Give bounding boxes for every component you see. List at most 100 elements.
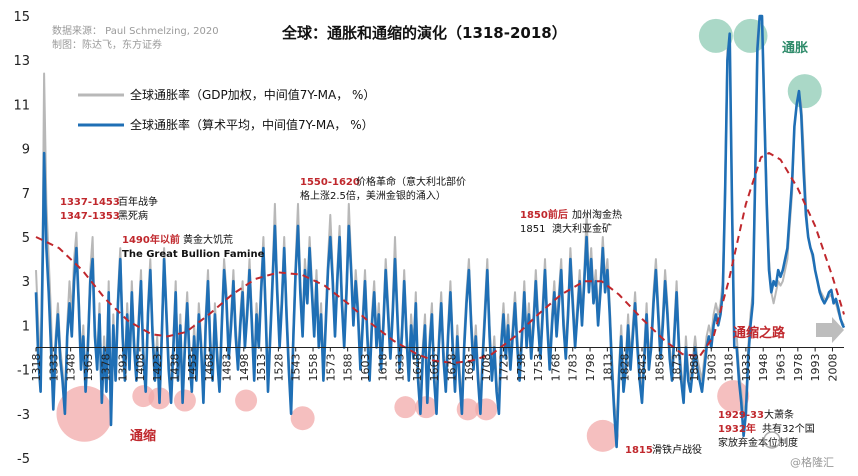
y-tick-label: -1 — [17, 364, 30, 379]
annotation-year: 1347-1353 — [60, 211, 120, 222]
x-tick-label: 1348 — [65, 354, 78, 382]
x-tick-label: 1453 — [186, 354, 199, 382]
y-tick-label: -5 — [17, 452, 30, 467]
x-tick-label: 1678 — [446, 354, 459, 382]
annotation-text: 百年战争 — [118, 195, 158, 208]
inflation-tag: 通胀 — [782, 40, 808, 56]
x-tick-label: 1378 — [99, 354, 112, 382]
y-tick-label: 5 — [22, 231, 30, 246]
x-tick-label: 1813 — [601, 354, 614, 382]
x-tick-label: 1513 — [255, 354, 268, 382]
x-tick-label: 1768 — [549, 354, 562, 382]
x-tick-label: 1963 — [775, 354, 788, 382]
x-tick-label: 2008 — [826, 354, 839, 382]
annotation-text: 加州淘金热 — [572, 208, 622, 221]
legend-label-gdp: 全球通胀率（GDP加权，中间值7Y-MA， %） — [130, 87, 375, 102]
x-tick-label: 1828 — [619, 354, 632, 382]
annotation-year: 1815 — [625, 445, 653, 456]
deflation-highlight-circle — [394, 396, 417, 419]
x-tick-label: 1333 — [47, 354, 60, 382]
annotation-text: 大萧条 — [764, 408, 794, 421]
x-tick-label: 1558 — [307, 354, 320, 382]
x-tick-label: 1393 — [117, 354, 130, 382]
annotation-year: 1850前后 — [520, 208, 568, 221]
annotation-year: 1490年以前 — [122, 233, 180, 246]
annotation-text: 家放弃金本位制度 — [718, 436, 798, 449]
y-tick-label: 1 — [22, 319, 30, 334]
x-tick-label: 1528 — [272, 354, 285, 382]
annotation-text: The Great Bullion Famine — [122, 249, 265, 260]
y-tick-label: 7 — [22, 187, 30, 202]
y-tick-label: 9 — [22, 143, 30, 158]
inflation-highlight-circle — [787, 74, 822, 109]
x-tick-label: 1948 — [757, 354, 770, 382]
y-tick-label: 15 — [13, 10, 30, 25]
chart-title: 全球：通胀和通缩的演化（1318-2018） — [281, 24, 567, 42]
deflation-highlight-circle — [132, 385, 155, 408]
x-tick-label: 1933 — [740, 354, 753, 382]
x-tick-label: 1753 — [532, 354, 545, 382]
legend-label-avg: 全球通胀率（算术平均，中间值7Y-MA， %） — [130, 117, 374, 132]
x-tick-label: 1738 — [515, 354, 528, 382]
x-tick-label: 1918 — [723, 354, 736, 382]
deflation-highlight-circle — [173, 389, 196, 412]
x-tick-label: 1693 — [463, 354, 476, 382]
x-tick-label: 1843 — [636, 354, 649, 382]
trend-line-dashed — [35, 152, 845, 364]
annotation-text: 黄金大饥荒 — [183, 233, 233, 246]
wechat-icon — [763, 431, 781, 449]
source-line-2: 制图：陈达飞，东方证券 — [52, 38, 162, 51]
x-tick-label: 1408 — [134, 354, 147, 382]
annotation-text: 黑死病 — [118, 209, 148, 222]
x-tick-label: 1978 — [792, 354, 805, 382]
x-tick-label: 1663 — [428, 354, 441, 382]
annotation-year: 1337-1453 — [60, 197, 120, 208]
deflation-highlight-circle — [56, 385, 113, 442]
annotation-text: 澳大利亚金矿 — [552, 222, 612, 235]
x-tick-label: 1648 — [411, 354, 424, 382]
annotation-year: 1932年 — [718, 422, 756, 435]
annotation-text: 格上涨2.5倍，美洲金银的涌入） — [300, 189, 446, 202]
annotation-year: 1851 — [520, 224, 545, 235]
y-tick-label: 3 — [22, 275, 30, 290]
x-tick-label: 1858 — [653, 354, 666, 382]
y-tick-label: 11 — [13, 98, 30, 113]
deflation-highlight-circle — [235, 389, 258, 412]
x-tick-label: 1618 — [376, 354, 389, 382]
x-tick-label: 1783 — [567, 354, 580, 382]
x-tick-label: 1888 — [688, 354, 701, 382]
deflation-road-tag: 通缩之路 — [733, 325, 786, 341]
annotation-text: 滑铁卢战役 — [652, 443, 702, 456]
x-tick-label: 1798 — [584, 354, 597, 382]
annotation-year: 1929-33 — [718, 410, 764, 421]
y-tick-label: 13 — [13, 54, 30, 69]
annotation-year: 1550-1620 — [300, 177, 360, 188]
deflation-tag: 通缩 — [130, 428, 156, 444]
annotation-text: 价格革命（意大利北部价 — [356, 175, 466, 188]
x-tick-label: 1873 — [671, 354, 684, 382]
deflation-highlight-circle — [290, 406, 315, 431]
x-tick-label: 1438 — [169, 354, 182, 382]
x-tick-label: 1468 — [203, 354, 216, 382]
inflation-highlight-circle — [698, 18, 733, 53]
deflation-highlight-circle — [586, 419, 619, 452]
watermark: @格隆汇 — [790, 455, 834, 469]
x-tick-label: 1573 — [324, 354, 337, 382]
x-tick-label: 1708 — [480, 353, 493, 381]
x-tick-label: 1363 — [82, 354, 95, 382]
arrow-right-icon — [816, 317, 844, 343]
x-tick-label: 1723 — [497, 354, 510, 382]
x-tick-label: 1603 — [359, 354, 372, 382]
x-tick-label: 1483 — [220, 354, 233, 382]
x-tick-label: 1993 — [809, 354, 822, 382]
x-tick-label: 1318 — [30, 354, 43, 382]
x-tick-label: 1423 — [151, 354, 164, 382]
x-tick-label: 1498 — [238, 354, 251, 382]
x-tick-label: 1903 — [705, 354, 718, 382]
y-tick-label: -3 — [17, 408, 30, 423]
x-tick-label: 1588 — [342, 354, 355, 382]
annotation-text: 共有32个国 — [762, 422, 815, 435]
x-tick-label: 1543 — [290, 354, 303, 382]
